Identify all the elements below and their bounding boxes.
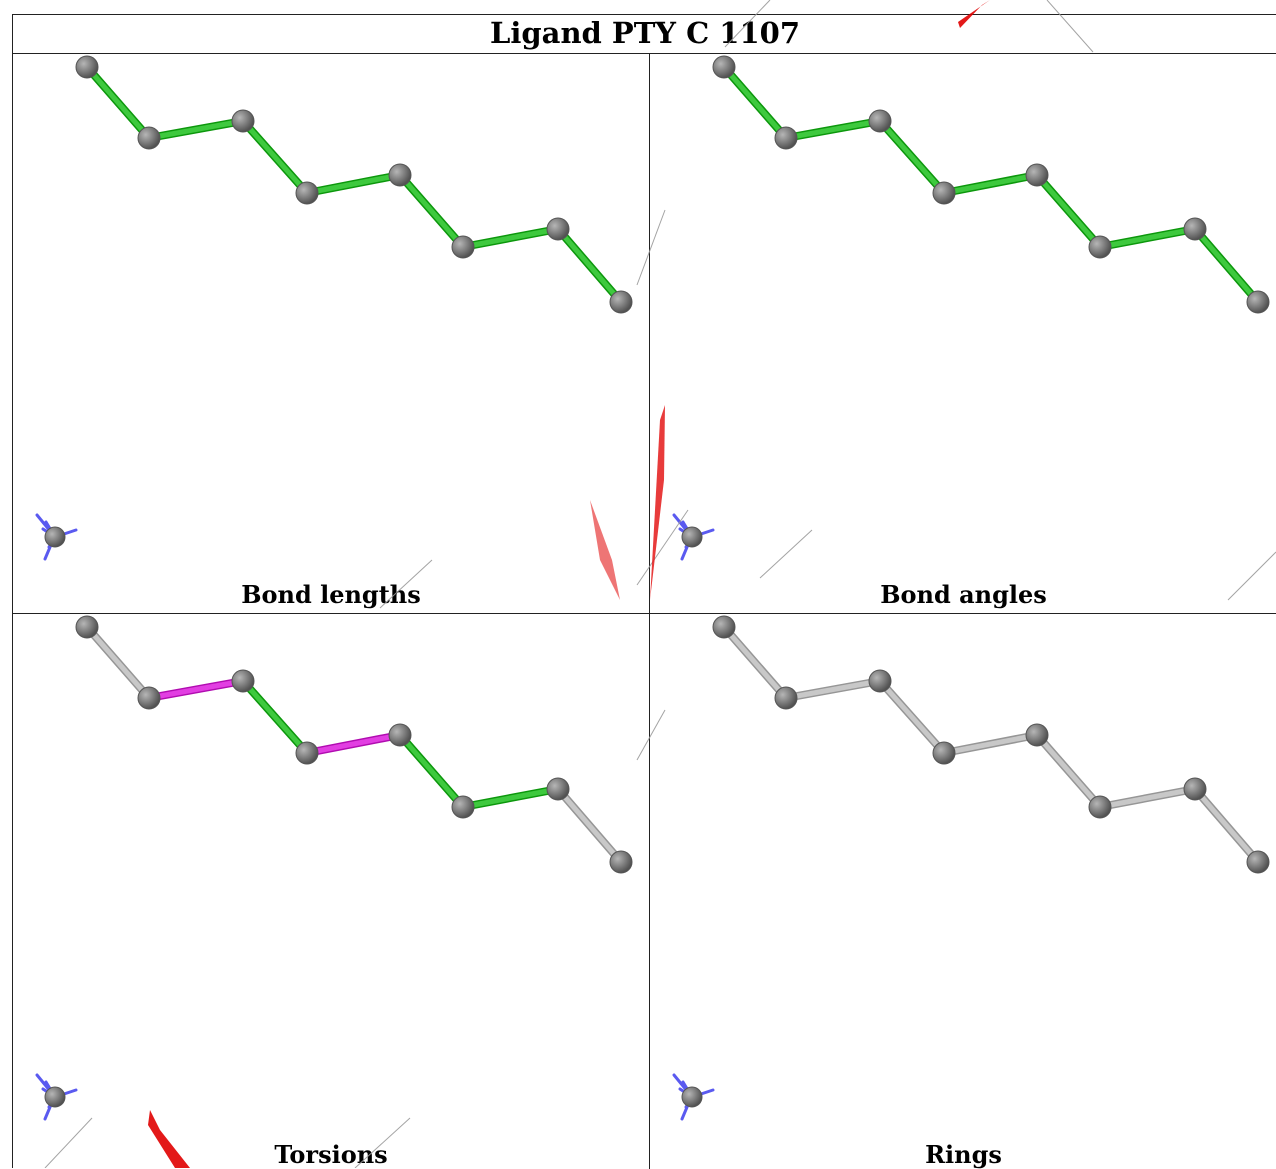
bond-6 bbox=[459, 225, 562, 251]
bond-1 bbox=[720, 623, 790, 702]
carbon-atom-1 bbox=[712, 615, 736, 639]
carbon-atom-5 bbox=[1025, 163, 1049, 187]
carbon-atom-1 bbox=[712, 55, 736, 79]
carbon-atom-3 bbox=[868, 669, 892, 693]
carbon-atom-1 bbox=[75, 615, 99, 639]
carbon-atom-4 bbox=[932, 741, 956, 765]
bond-6 bbox=[459, 785, 562, 811]
bond-1 bbox=[83, 623, 153, 702]
bond-5 bbox=[1033, 731, 1104, 811]
bond-4 bbox=[303, 731, 404, 757]
carbon-atom-1 bbox=[75, 55, 99, 79]
molecule-view-bond-angles bbox=[672, 55, 1270, 561]
carbon-atom-7 bbox=[1183, 217, 1207, 241]
carbon-atom-6 bbox=[451, 795, 475, 819]
carbon-atom-3 bbox=[231, 669, 255, 693]
orientation-axes-icon bbox=[672, 1073, 715, 1121]
bond-7 bbox=[554, 225, 625, 306]
carbon-atom-4 bbox=[295, 181, 319, 205]
panel-bond-lengths: Bond lengths bbox=[13, 54, 649, 613]
carbon-atom-7 bbox=[546, 777, 570, 801]
carbon-atom-8 bbox=[1246, 850, 1270, 874]
carbon-atom-7 bbox=[546, 217, 570, 241]
bond-1 bbox=[83, 63, 153, 142]
bond-4 bbox=[940, 731, 1041, 757]
bond-2 bbox=[782, 117, 884, 142]
carbon-atom-6 bbox=[1088, 235, 1112, 259]
carbon-atom-3 bbox=[231, 109, 255, 133]
carbon-atom-2 bbox=[774, 126, 798, 150]
carbon-atom-6 bbox=[451, 235, 475, 259]
carbon-atom-2 bbox=[774, 686, 798, 710]
carbon-atom-6 bbox=[1088, 795, 1112, 819]
carbon-atom-5 bbox=[388, 723, 412, 747]
carbon-atom-4 bbox=[932, 181, 956, 205]
bond-5 bbox=[1033, 171, 1104, 251]
bond-5 bbox=[396, 171, 467, 251]
panel-caption: Bond angles bbox=[880, 580, 1047, 609]
panel-caption: Bond lengths bbox=[241, 580, 421, 609]
molecule-view-torsions bbox=[35, 615, 633, 1121]
vertical-divider bbox=[649, 54, 650, 1169]
orientation-axes-icon bbox=[672, 513, 715, 561]
bond-2 bbox=[145, 677, 247, 702]
bond-7 bbox=[1191, 225, 1262, 306]
panel-bond-angles: Bond angles bbox=[650, 54, 1276, 613]
figure-frame: Ligand PTY C 1107 Bond lengths Bond angl… bbox=[12, 14, 1276, 1169]
bond-6 bbox=[1096, 225, 1199, 251]
bond-3 bbox=[239, 677, 311, 757]
bond-5 bbox=[396, 731, 467, 811]
bond-2 bbox=[145, 117, 247, 142]
figure-title: Ligand PTY C 1107 bbox=[13, 15, 1276, 54]
carbon-atom-8 bbox=[609, 290, 633, 314]
carbon-atom-8 bbox=[1246, 290, 1270, 314]
horizontal-divider bbox=[13, 613, 1276, 614]
bond-4 bbox=[940, 171, 1041, 197]
panel-caption: Rings bbox=[925, 1140, 1002, 1169]
carbon-atom-2 bbox=[137, 686, 161, 710]
panel-rings: Rings bbox=[650, 614, 1276, 1169]
bond-2 bbox=[782, 677, 884, 702]
panel-caption: Torsions bbox=[274, 1140, 388, 1169]
carbon-atom-7 bbox=[1183, 777, 1207, 801]
bond-6 bbox=[1096, 785, 1199, 811]
bond-4 bbox=[303, 171, 404, 197]
bond-7 bbox=[1191, 785, 1262, 866]
carbon-atom-5 bbox=[1025, 723, 1049, 747]
bond-1 bbox=[720, 63, 790, 142]
carbon-atom-5 bbox=[388, 163, 412, 187]
panel-torsions: Torsions bbox=[13, 614, 649, 1169]
orientation-axes-icon bbox=[35, 513, 78, 561]
carbon-atom-2 bbox=[137, 126, 161, 150]
orientation-axes-icon bbox=[35, 1073, 78, 1121]
bond-3 bbox=[876, 117, 948, 197]
bond-3 bbox=[239, 117, 311, 197]
molecule-view-bond-lengths bbox=[35, 55, 633, 561]
bond-7 bbox=[554, 785, 625, 866]
molecule-view-rings bbox=[672, 615, 1270, 1121]
carbon-atom-4 bbox=[295, 741, 319, 765]
carbon-atom-8 bbox=[609, 850, 633, 874]
carbon-atom-3 bbox=[868, 109, 892, 133]
bond-3 bbox=[876, 677, 948, 757]
